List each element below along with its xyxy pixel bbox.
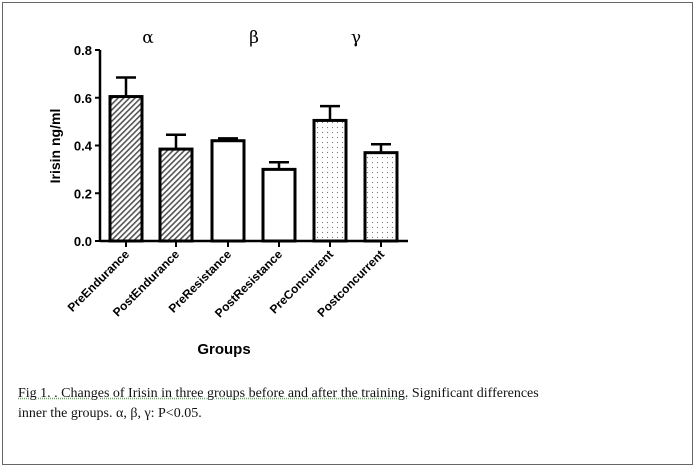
figure-caption: Fig 1. . Changes of Irisin in three grou… xyxy=(18,384,688,424)
caption-significance: inner the groups. α, β, γ: P<0.05. xyxy=(18,406,202,421)
significance-alpha: α xyxy=(142,28,154,48)
bar-postendurance xyxy=(158,147,194,243)
caption-text: Significant differences xyxy=(408,386,539,401)
page-border xyxy=(2,2,693,465)
caption-title: Fig 1. . Changes of Irisin in three grou… xyxy=(18,386,409,401)
bar-preresistance xyxy=(210,139,246,243)
significance-gamma: γ xyxy=(351,28,361,48)
bar-preendurance xyxy=(108,95,144,243)
y-tick-label: 0.2 xyxy=(74,186,92,201)
bar-chart: 0.00.20.40.60.8PreEndurancePostEndurance… xyxy=(47,28,408,358)
y-axis-label: Irisin ng/ml xyxy=(47,109,63,184)
significance-beta: β xyxy=(249,28,259,48)
y-tick-label: 0.4 xyxy=(74,139,93,154)
bar-postresistance xyxy=(261,167,297,243)
bar-preconcurrent xyxy=(312,118,348,243)
y-tick-label: 0.0 xyxy=(74,234,92,249)
x-axis-label: Groups xyxy=(197,341,250,358)
y-tick-label: 0.8 xyxy=(74,43,92,58)
bar-postconcurrent xyxy=(363,151,399,243)
y-tick-label: 0.6 xyxy=(74,91,92,106)
